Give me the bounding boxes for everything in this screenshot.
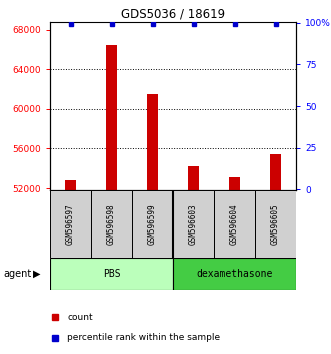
Text: GSM596605: GSM596605	[271, 203, 280, 245]
Text: GSM596599: GSM596599	[148, 203, 157, 245]
Text: GSM596604: GSM596604	[230, 203, 239, 245]
Bar	[188, 166, 199, 354]
Bar	[50, 258, 173, 290]
Text: PBS: PBS	[103, 269, 120, 279]
Text: GSM596597: GSM596597	[66, 203, 75, 245]
Bar	[173, 190, 214, 258]
Bar	[255, 190, 296, 258]
Bar	[50, 190, 91, 258]
Bar	[132, 190, 173, 258]
Bar	[270, 154, 281, 354]
Text: percentile rank within the sample: percentile rank within the sample	[67, 333, 220, 342]
Bar	[106, 45, 117, 354]
Bar	[214, 190, 255, 258]
Bar	[91, 190, 132, 258]
Bar	[147, 94, 158, 354]
Bar	[66, 180, 75, 354]
Bar	[173, 258, 296, 290]
Text: GSM596598: GSM596598	[107, 203, 116, 245]
Text: ▶: ▶	[33, 269, 40, 279]
Text: dexamethasone: dexamethasone	[196, 269, 273, 279]
Text: agent: agent	[3, 269, 31, 279]
Title: GDS5036 / 18619: GDS5036 / 18619	[121, 8, 225, 21]
Bar	[229, 177, 240, 354]
Text: GSM596603: GSM596603	[189, 203, 198, 245]
Text: count: count	[67, 313, 93, 322]
